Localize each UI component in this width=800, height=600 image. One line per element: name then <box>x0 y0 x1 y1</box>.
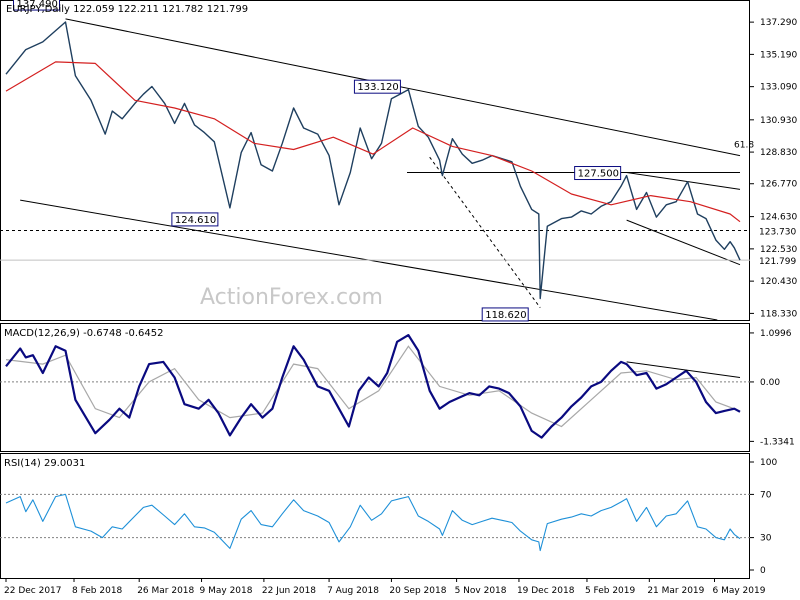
date-tick-label: 5 Feb 2019 <box>585 586 636 596</box>
annotation-box-133.120 <box>353 79 401 94</box>
macd-panel: 1.0996 0.00 -1.3341 MACD(12,26,9) -0.6748 … <box>0 323 795 452</box>
macd-y-tick-label: 1.0996 <box>760 329 792 339</box>
price-annotations: 137.490 133.120 124.610 127.500 118.620 <box>13 0 622 322</box>
date-tick-label: 5 Nov 2018 <box>455 586 507 596</box>
annotation-label-127.500: 127.500 <box>578 169 619 180</box>
price-series <box>5 21 741 300</box>
macd-y-tick-label: -1.3341 <box>760 437 795 447</box>
trendline-wedge-lower <box>626 219 741 266</box>
rsi-line <box>5 493 741 552</box>
macd-y-axis: 1.0996 0.00 -1.3341 <box>750 329 795 447</box>
rsi-y-tick-label: 30 <box>760 534 772 544</box>
last-price-label-box <box>750 253 798 267</box>
trendline-channel-upper <box>65 18 741 157</box>
rsi-panel-border <box>0 453 750 579</box>
rsi-panel: 100 70 30 0 RSI(14) 29.0031 <box>0 453 777 579</box>
rsi-y-tick-label: 0 <box>760 566 766 576</box>
macd-series <box>0 334 750 439</box>
price-y-tick-label: 133.090 <box>760 83 797 93</box>
price-trendlines <box>0 18 750 321</box>
annotation-box-124.610 <box>171 212 219 227</box>
price-y-tick-label: 128.830 <box>760 148 797 158</box>
rsi-y-tick-label: 100 <box>760 458 777 468</box>
horizontal-level-label-text: 123.730 <box>759 227 796 237</box>
date-axis: 22 Dec 2017 8 Feb 2018 26 Mar 2018 9 May 20… <box>4 578 766 596</box>
annotation-box-118.620 <box>481 307 529 322</box>
date-tick-label: 6 May 2019 <box>712 586 765 596</box>
trendline-macd-divergence <box>626 361 741 378</box>
horizontal-level-label-box <box>750 223 798 237</box>
price-panel-watermark: ActionForex.com <box>200 285 383 310</box>
date-tick-label: 8 Feb 2018 <box>72 586 123 596</box>
rsi-y-tick-label: 70 <box>760 490 772 500</box>
date-tick-label: 19 Dec 2018 <box>517 586 575 596</box>
date-tick-label: 22 Jun 2018 <box>262 586 316 596</box>
price-panel: ActionForex.com 137.290 135.190 133.090 130… <box>0 0 798 322</box>
annotation-label-133.120: 133.120 <box>357 82 398 93</box>
price-y-tick-label: 122.530 <box>760 245 797 255</box>
price-y-tick-label: 124.630 <box>760 213 797 223</box>
price-series-line <box>5 21 741 300</box>
date-tick-label: 26 Mar 2018 <box>137 586 194 596</box>
price-panel-border <box>0 0 750 321</box>
date-tick-label: 9 May 2018 <box>200 586 253 596</box>
trendline-dashed-trend <box>429 156 541 309</box>
macd-panel-border <box>0 323 750 452</box>
macd-line <box>5 334 741 439</box>
fib-label: 61.8 <box>734 140 754 150</box>
macd-signal-line <box>5 345 741 428</box>
price-y-tick-label: 118.330 <box>760 309 797 319</box>
date-tick-label: 7 Aug 2018 <box>327 586 379 596</box>
price-chart-title: EURJPY,Daily 122.059 122.211 121.782 121… <box>6 4 248 15</box>
rsi-y-axis: 100 70 30 0 <box>750 458 777 576</box>
annotation-label-118.620: 118.620 <box>485 310 526 321</box>
price-y-tick-label: 120.430 <box>760 277 797 287</box>
last-price-label-text: 121.799 <box>759 257 796 267</box>
price-y-tick-label: 137.290 <box>760 18 797 28</box>
price-y-tick-label: 135.190 <box>760 50 797 60</box>
trendline-wedge-upper <box>626 172 741 190</box>
annotation-label-137.490: 137.490 <box>17 0 58 10</box>
price-y-tick-label: 130.930 <box>760 116 797 126</box>
annotation-box-127.500 <box>574 166 622 181</box>
rsi-series <box>0 493 750 552</box>
macd-y-tick-label: 0.00 <box>760 378 780 388</box>
annotation-box-137.490 <box>13 0 61 11</box>
annotation-label-124.610: 124.610 <box>175 215 216 226</box>
date-tick-label: 21 Mar 2019 <box>647 586 704 596</box>
moving-average-line <box>5 61 741 223</box>
macd-title: MACD(12,26,9) -0.6748 -0.6452 <box>4 328 164 339</box>
date-tick-label: 20 Sep 2018 <box>389 586 446 596</box>
rsi-title: RSI(14) 29.0031 <box>4 458 85 469</box>
price-y-axis: 137.290 135.190 133.090 130.930 128.830 126.7… <box>734 18 798 319</box>
price-y-tick-label: 126.770 <box>760 180 797 190</box>
date-tick-label: 22 Dec 2017 <box>4 586 62 596</box>
